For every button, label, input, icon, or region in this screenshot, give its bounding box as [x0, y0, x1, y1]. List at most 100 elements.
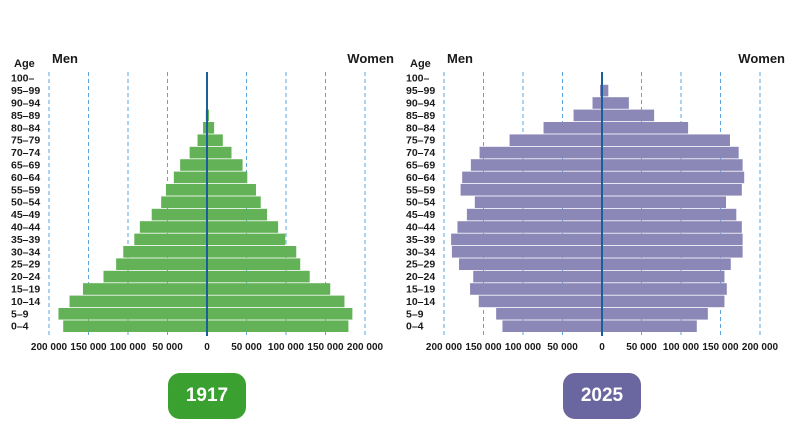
bar-men	[134, 233, 207, 246]
age-group-label: 80–84	[11, 122, 40, 134]
bar-women	[602, 109, 655, 122]
men-label: Men	[52, 51, 78, 66]
bar-men	[457, 221, 602, 233]
bar-men	[69, 295, 207, 308]
bar-men	[573, 109, 602, 122]
age-group-label: 30–34	[406, 246, 435, 258]
bar-women	[602, 283, 727, 295]
pyramid-chart-2025: 100–95–9990–9485–8980–8475–7970–7465–696…	[406, 51, 785, 353]
bar-women	[602, 221, 742, 233]
bar-men	[466, 208, 602, 221]
age-group-label: 85–89	[11, 110, 40, 122]
bar-men	[543, 122, 602, 134]
age-group-label: 5–9	[11, 308, 29, 320]
age-group-label: 15–19	[11, 284, 40, 296]
bar-men	[502, 320, 602, 332]
bar-women	[602, 84, 609, 97]
age-group-label: 25–29	[406, 259, 435, 271]
women-label: Women	[738, 51, 785, 66]
bar-women	[207, 258, 301, 270]
bar-men	[197, 134, 207, 146]
age-group-label: 20–24	[406, 271, 435, 283]
bar-men	[470, 159, 602, 171]
bar-women	[602, 308, 708, 320]
bar-men	[161, 196, 207, 208]
x-tick-label: 50 000	[626, 342, 657, 353]
bar-women	[207, 122, 215, 134]
bar-women	[207, 295, 345, 308]
age-group-label: 10–14	[406, 296, 435, 308]
bar-women	[207, 196, 261, 208]
age-group-label: 50–54	[11, 197, 40, 209]
bar-men	[474, 196, 602, 208]
bar-women	[602, 184, 742, 196]
bar-men	[151, 208, 207, 221]
age-group-label: 75–79	[11, 135, 40, 147]
x-tick-label: 100 000	[268, 342, 305, 353]
age-axis-label: Age	[410, 58, 431, 70]
age-group-label: 15–19	[406, 284, 435, 296]
x-tick-label: 100 000	[663, 342, 700, 353]
bar-women	[602, 196, 727, 208]
age-group-label: 65–69	[406, 160, 435, 172]
age-group-label: 60–64	[11, 172, 40, 184]
bar-men	[479, 146, 602, 159]
bar-men	[139, 221, 207, 233]
age-group-label: 55–59	[11, 184, 40, 196]
bar-men	[470, 283, 602, 295]
year-badge-2025: 2025	[563, 373, 641, 419]
bar-women	[602, 159, 743, 171]
bar-men	[473, 270, 602, 283]
bar-men	[203, 122, 207, 134]
bar-women	[602, 134, 730, 146]
age-group-label: 0–4	[11, 321, 29, 333]
x-tick-label: 200 000	[426, 342, 463, 353]
men-label: Men	[447, 51, 473, 66]
x-tick-label: 150 000	[70, 342, 107, 353]
age-group-label: 65–69	[11, 160, 40, 172]
x-tick-label: 150 000	[465, 342, 502, 353]
year-badge-1917: 1917	[168, 373, 246, 419]
age-group-label: 70–74	[406, 147, 435, 159]
bar-men	[451, 233, 602, 246]
bar-women	[207, 134, 223, 146]
bar-women	[207, 221, 279, 233]
age-group-label: 95–99	[406, 85, 435, 97]
bar-women	[602, 295, 725, 308]
bar-men	[123, 246, 207, 258]
bar-men	[451, 246, 602, 258]
x-tick-label: 100 000	[110, 342, 147, 353]
bar-men	[116, 258, 207, 270]
age-group-label: 45–49	[406, 209, 435, 221]
age-group-label: 5–9	[406, 308, 424, 320]
bar-men	[462, 171, 602, 184]
age-group-label: 95–99	[11, 85, 40, 97]
x-tick-label: 0	[204, 342, 210, 353]
bar-women	[207, 171, 248, 184]
x-tick-label: 0	[599, 342, 605, 353]
bar-women	[207, 146, 232, 159]
bar-women	[207, 308, 353, 320]
bar-women	[207, 320, 349, 332]
age-group-label: 100–	[406, 73, 430, 85]
bar-women	[602, 146, 739, 159]
x-tick-label: 50 000	[152, 342, 183, 353]
bar-women	[207, 283, 331, 295]
x-tick-label: 100 000	[505, 342, 542, 353]
age-group-label: 20–24	[11, 271, 40, 283]
x-tick-label: 200 000	[742, 342, 779, 353]
bar-men	[58, 308, 208, 320]
bar-men	[189, 146, 207, 159]
age-group-label: 0–4	[406, 321, 424, 333]
age-group-label: 90–94	[11, 98, 40, 110]
age-group-label: 40–44	[406, 222, 435, 234]
x-tick-label: 150 000	[702, 342, 739, 353]
bar-women	[602, 97, 629, 109]
bar-women	[602, 208, 737, 221]
age-axis-label: Age	[14, 58, 35, 70]
bar-men	[63, 320, 207, 332]
bar-women	[207, 270, 310, 283]
age-group-label: 45–49	[11, 209, 40, 221]
bar-men	[478, 295, 602, 308]
